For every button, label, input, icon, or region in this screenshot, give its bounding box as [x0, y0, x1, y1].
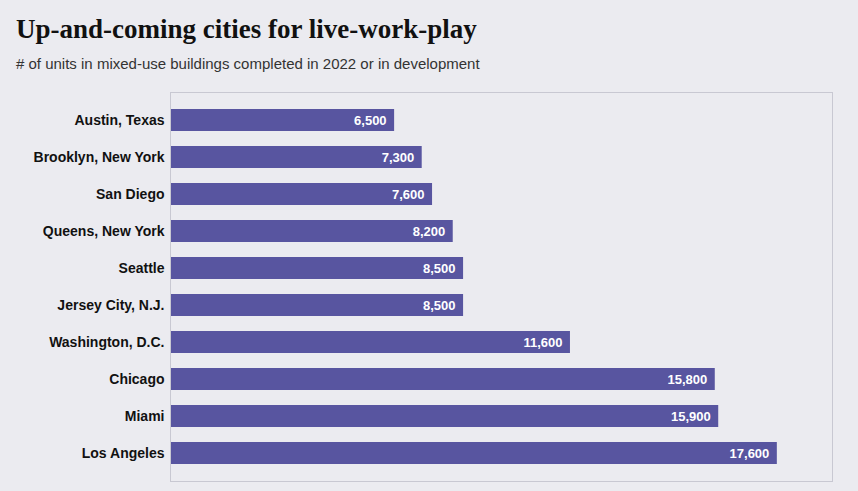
html-text:Up-and-coming cities for live-: Up-and-coming cities for live-work-play [16, 14, 477, 44]
svg-text:7,600: 7,600 [392, 187, 425, 202]
svg-text:8,500: 8,500 [423, 261, 456, 276]
svg-text:8,500: 8,500 [423, 298, 456, 313]
svg-text:Queens, New York: Queens, New York [43, 223, 165, 239]
svg-text:11,600: 11,600 [523, 335, 562, 350]
svg-text:Los Angeles: Los Angeles [82, 445, 165, 461]
svg-text:Brooklyn, New York: Brooklyn, New York [34, 149, 165, 165]
svg-text:Chicago: Chicago [109, 371, 164, 387]
svg-text:7,300: 7,300 [382, 150, 415, 165]
svg-text:8,200: 8,200 [413, 224, 446, 239]
svg-text:Austin, Texas: Austin, Texas [75, 112, 165, 128]
svg-text:Seattle: Seattle [119, 260, 165, 276]
html-text:# of units in mixed-use buildi: # of units in mixed-use buildings comple… [16, 55, 480, 72]
svg-text:15,900: 15,900 [671, 409, 711, 424]
svg-text:Jersey City, N.J.: Jersey City, N.J. [57, 297, 164, 313]
svg-text:6,500: 6,500 [354, 113, 387, 128]
svg-text:Miami: Miami [125, 408, 165, 424]
svg-text:17,600: 17,600 [730, 446, 770, 461]
svg-text:San Diego: San Diego [96, 186, 164, 202]
svg-text:Washington, D.C.: Washington, D.C. [49, 334, 164, 350]
svg-text:15,800: 15,800 [668, 372, 708, 387]
